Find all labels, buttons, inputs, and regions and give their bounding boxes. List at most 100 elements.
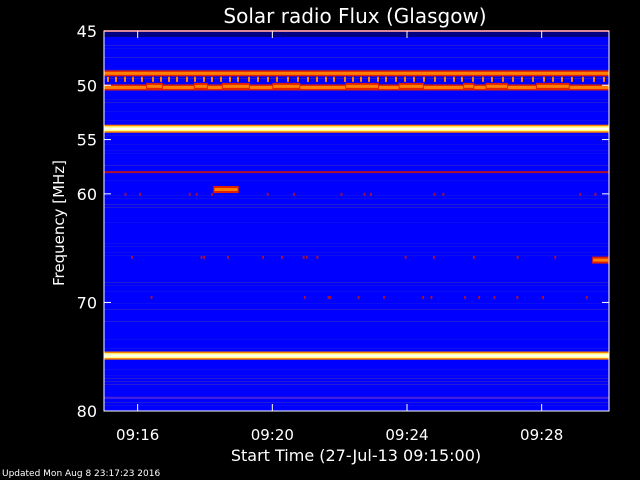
speckle	[203, 255, 206, 259]
background-top-strip	[104, 31, 609, 37]
noise-stripe	[104, 285, 609, 286]
burst-spike	[316, 76, 318, 82]
speckle	[594, 192, 597, 196]
speckle	[554, 255, 557, 259]
burst-spike	[360, 76, 362, 82]
speckle	[432, 255, 435, 259]
burst-core	[273, 84, 300, 88]
band-core	[104, 354, 609, 357]
speckle	[472, 255, 475, 259]
burst-spike	[413, 76, 415, 82]
noise-stripe	[104, 369, 609, 370]
noise-stripe	[104, 195, 609, 196]
speckle	[124, 192, 127, 196]
speckle	[357, 296, 360, 299]
burst-spike	[152, 76, 154, 82]
burst-spike	[582, 76, 584, 82]
burst-spike	[132, 76, 134, 82]
noise-stripe	[104, 375, 609, 376]
burst-spike	[141, 76, 143, 82]
noise-stripe	[104, 243, 609, 244]
burst-spike	[543, 76, 545, 82]
noise-stripe	[104, 405, 609, 406]
speckle	[139, 192, 142, 196]
burst-spike	[423, 76, 425, 82]
noise-stripe	[104, 222, 609, 223]
speckle	[266, 192, 269, 196]
noise-stripe	[104, 57, 609, 58]
burst-spike	[194, 76, 196, 82]
noise-stripe	[104, 90, 609, 91]
noise-stripe	[104, 291, 609, 292]
burst-core	[486, 84, 507, 88]
noise-stripe	[104, 144, 609, 145]
y-tick-label: 60	[77, 185, 97, 204]
burst-core	[147, 84, 162, 88]
noise-stripe	[104, 111, 609, 112]
noise-stripe	[104, 207, 609, 208]
burst-spike	[276, 76, 278, 82]
frequency-band	[104, 171, 609, 174]
burst-spike	[571, 76, 573, 82]
burst-spike	[368, 76, 370, 82]
speckle	[302, 255, 305, 259]
speckle	[292, 192, 295, 196]
y-tick-label: 80	[77, 402, 97, 421]
burst-spike	[561, 76, 563, 82]
burst-spike	[352, 76, 354, 82]
burst-spike	[593, 76, 595, 82]
noise-stripe	[104, 204, 609, 205]
x-tick-label: 09:24	[385, 426, 428, 444]
speckle	[585, 296, 588, 299]
speckle	[211, 192, 214, 196]
noise-stripe	[104, 396, 609, 397]
speckle	[442, 192, 445, 196]
burst-spike	[344, 76, 346, 82]
y-tick-labels: 45 50 55 60 70 80	[77, 22, 97, 421]
speckle	[327, 296, 330, 299]
noise-stripe	[104, 339, 609, 340]
noise-stripe	[104, 348, 609, 349]
burst-spike	[512, 76, 514, 82]
speckle	[383, 296, 386, 299]
burst-spike	[434, 76, 436, 82]
burst-spike	[461, 76, 463, 82]
burst-core	[214, 188, 238, 192]
burst-core	[194, 84, 207, 88]
y-tick-label: 45	[77, 22, 97, 41]
speckle	[541, 296, 544, 299]
speckle	[280, 255, 283, 259]
noise-stripe	[104, 78, 609, 79]
burst-spike	[297, 76, 299, 82]
burst-spike	[186, 76, 188, 82]
noise-stripe	[104, 378, 609, 379]
speckle	[404, 255, 407, 259]
noise-stripe	[104, 69, 609, 70]
band-core	[104, 127, 609, 130]
noise-stripe	[104, 165, 609, 166]
burst-core	[222, 84, 249, 88]
speckle	[200, 255, 203, 259]
background-field	[104, 31, 609, 411]
burst-spike	[603, 76, 605, 82]
y-tick-label: 70	[77, 293, 97, 312]
speckle	[369, 192, 372, 196]
noise-stripe	[104, 180, 609, 181]
burst-spike	[107, 76, 109, 82]
burst-spike	[220, 76, 222, 82]
speckle	[516, 255, 519, 259]
noise-stripe	[104, 351, 609, 352]
noise-stripe	[104, 198, 609, 199]
burst-spike	[203, 76, 205, 82]
plot-frame	[103, 30, 610, 412]
speckle	[430, 296, 433, 299]
speckle	[433, 192, 436, 196]
burst-spike	[521, 76, 523, 82]
burst-spike	[453, 76, 455, 82]
plot-area	[104, 30, 609, 411]
x-tick-labels: 09:16 09:20 09:24 09:28	[116, 426, 563, 444]
noise-stripe	[104, 252, 609, 253]
burst-spike	[333, 76, 335, 82]
speckle	[188, 192, 191, 196]
